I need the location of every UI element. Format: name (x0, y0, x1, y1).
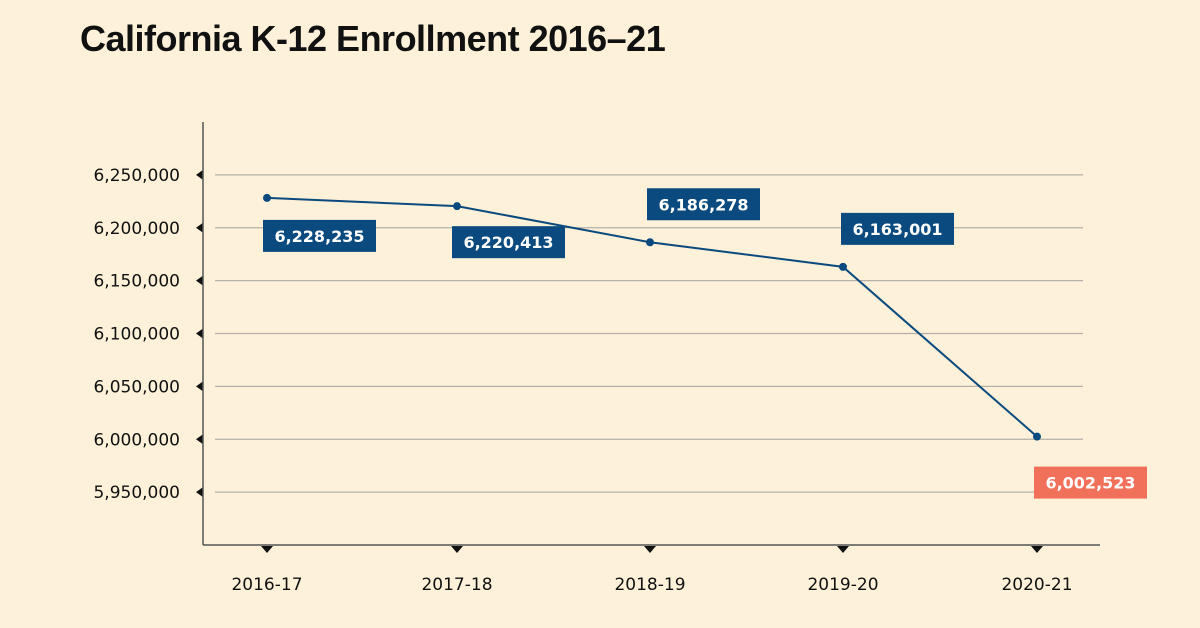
data-label: 6,163,001 (841, 212, 954, 245)
y-tick-label: 6,050,000 (93, 377, 180, 397)
data-label-text: 6,002,523 (1045, 474, 1135, 493)
y-tick-mark (196, 222, 203, 233)
data-point (839, 262, 847, 271)
y-tick-label: 6,150,000 (93, 272, 180, 292)
x-tick-mark (644, 546, 656, 553)
x-tick-label: 2019-20 (807, 575, 878, 595)
data-label-text: 6,220,413 (463, 233, 553, 252)
data-label: 6,002,523 (1034, 466, 1147, 499)
data-point (1033, 432, 1041, 441)
x-tick-label: 2016-17 (231, 575, 302, 595)
x-tick-mark (451, 546, 463, 553)
x-tick-label: 2020-21 (1001, 575, 1072, 595)
data-point (453, 202, 461, 211)
data-label-text: 6,163,001 (852, 220, 942, 239)
data-label-box (263, 219, 376, 252)
data-point (646, 238, 654, 247)
y-tick-mark (196, 487, 203, 498)
y-tick-label: 6,100,000 (93, 325, 180, 345)
y-tick-label: 6,200,000 (93, 219, 180, 239)
data-point (263, 193, 271, 202)
data-label-box (841, 212, 954, 245)
x-tick-label: 2017-18 (421, 575, 492, 595)
x-tick-mark (837, 546, 849, 553)
data-label-box (647, 188, 760, 221)
y-tick-label: 6,250,000 (93, 166, 180, 186)
y-tick-mark (196, 328, 203, 339)
y-tick-mark (196, 275, 203, 286)
data-label-box (452, 226, 565, 259)
x-tick-label: 2018-19 (614, 575, 685, 595)
y-tick-mark (196, 381, 203, 392)
data-label-text: 6,186,278 (658, 195, 748, 214)
y-tick-label: 5,950,000 (93, 483, 180, 503)
data-label-text: 6,228,235 (274, 227, 364, 246)
data-label: 6,220,413 (452, 226, 565, 259)
chart-title: California K-12 Enrollment 2016–21 (80, 18, 666, 59)
y-tick-label: 6,000,000 (93, 430, 180, 450)
data-label-box (1034, 466, 1147, 499)
x-tick-mark (261, 546, 273, 553)
y-tick-mark (196, 434, 203, 445)
x-tick-mark (1031, 546, 1043, 553)
y-tick-mark (196, 169, 203, 180)
data-label: 6,186,278 (647, 188, 760, 221)
data-label: 6,228,235 (263, 219, 376, 252)
